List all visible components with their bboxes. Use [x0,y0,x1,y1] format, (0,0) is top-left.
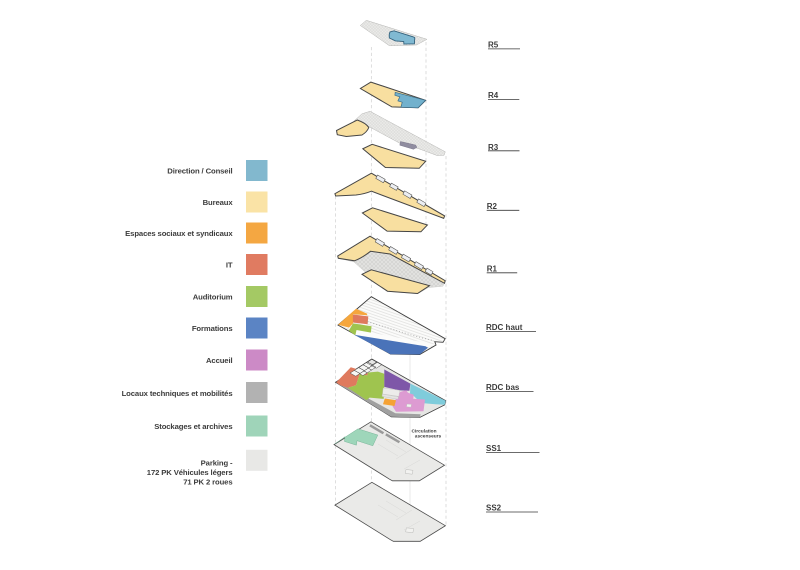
svg-text:SS1: SS1 [486,444,502,453]
svg-text:RDC bas: RDC bas [486,383,520,392]
svg-text:Accueil: Accueil [206,356,233,365]
svg-text:Bureaux: Bureaux [203,198,234,207]
svg-text:172 PK Véhicules légers: 172 PK Véhicules légers [147,468,233,477]
svg-text:Direction / Conseil: Direction / Conseil [167,167,232,176]
svg-text:R4: R4 [488,91,499,100]
svg-text:Stockages et archives: Stockages et archives [154,422,232,431]
svg-text:R5: R5 [488,40,499,49]
svg-text:ascenseurs: ascenseurs [415,433,442,439]
svg-text:SS2: SS2 [486,504,502,513]
svg-text:71 PK 2 roues: 71 PK 2 roues [183,478,232,487]
svg-text:Espaces sociaux et syndicaux: Espaces sociaux et syndicaux [125,229,233,238]
svg-text:Formations: Formations [192,324,233,333]
svg-text:Parking -: Parking - [201,458,233,467]
svg-text:Circulation: Circulation [411,428,436,434]
svg-text:R3: R3 [488,143,499,152]
svg-text:Auditorium: Auditorium [193,293,233,302]
svg-text:R2: R2 [487,202,498,211]
svg-text:RDC haut: RDC haut [486,323,523,332]
svg-text:IT: IT [226,261,233,270]
svg-text:R1: R1 [487,265,498,274]
svg-text:Locaux techniques et mobilités: Locaux techniques et mobilités [122,389,233,398]
